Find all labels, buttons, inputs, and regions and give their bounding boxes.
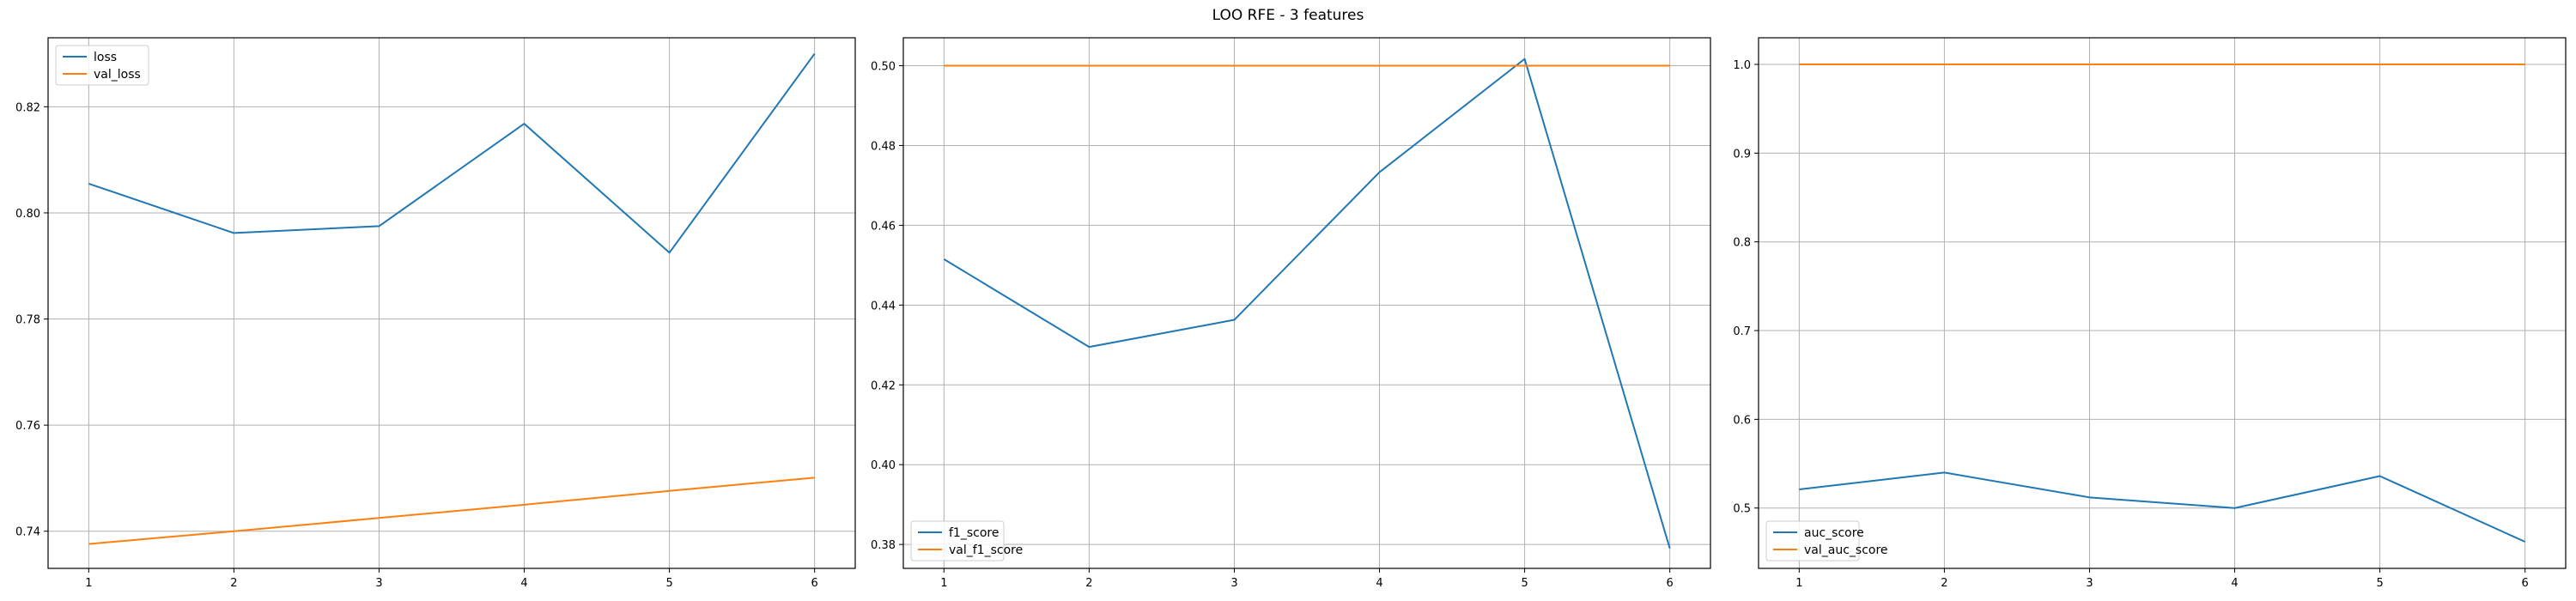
x-tick-label: 6 [2522,577,2529,590]
y-tick-label: 0.78 [15,314,40,327]
y-tick-label: 0.76 [15,420,40,433]
y-tick-label: 0.80 [15,208,40,221]
series-line-val_loss [88,477,815,545]
chart-panel-1: 1 2 3 4 5 6 0.74 0.76 0.78 0.80 0.82 loss val_loss [15,37,856,590]
y-tick-label: 0.46 [871,220,896,233]
x-tick-label: 2 [230,577,237,590]
figure-title: LOO RFE - 3 features [1212,7,1364,24]
plot-frame [1758,37,2567,569]
y-tick-label: 1.0 [1733,59,1751,72]
y-tick-label: 0.40 [871,459,896,472]
series-line-loss [88,52,816,254]
y-tick-label: 0.9 [1733,148,1751,161]
legend-label-loss: loss [94,51,117,64]
y-tick-label: 0.82 [15,101,40,114]
x-tick-label: 5 [2376,577,2383,590]
x-tick-label: 5 [1521,577,1528,590]
chart-panel-3: 1 2 3 4 5 6 0.5 0.6 0.7 0.8 0.9 1.0 auc_score val_auc… [1733,37,2567,590]
plot-frame [902,37,1711,569]
x-tick-label: 2 [1085,577,1092,590]
x-tick-label: 3 [1230,577,1237,590]
x-tick-label: 3 [375,577,382,590]
y-tick-label: 0.38 [871,539,896,552]
x-tick-label: 3 [2086,577,2093,590]
legend-box [1765,520,1860,562]
x-tick-label: 1 [940,577,947,590]
legend-box [910,520,1005,562]
y-tick-label: 0.5 [1733,503,1751,516]
y-tick-label: 0.42 [871,379,896,392]
x-tick-label: 5 [665,577,672,590]
x-tick-label: 6 [811,577,818,590]
legend-label-val_loss: val_loss [94,68,141,82]
series-line-f1_score [943,58,1671,549]
chart-panel-2: 1 2 3 4 5 6 0.38 0.40 0.42 0.44 0.46 0.48 0.50 f1_sco… [871,37,1711,590]
x-tick-label: 6 [1667,577,1674,590]
y-tick-label: 0.8 [1733,237,1751,250]
legend-label-auc_score: auc_score [1804,526,1864,540]
x-tick-label: 1 [85,577,92,590]
legend-box [55,45,149,86]
y-tick-label: 0.7 [1733,325,1751,338]
x-tick-label: 4 [2231,577,2238,590]
x-tick-label: 4 [1376,577,1382,590]
plot-frame [47,37,856,569]
legend-label-f1_score: f1_score [949,526,999,540]
x-tick-label: 2 [1941,577,1947,590]
y-tick-label: 0.6 [1733,414,1751,427]
x-tick-label: 4 [520,577,527,590]
y-tick-label: 0.74 [15,526,40,539]
y-tick-label: 0.48 [871,140,896,153]
x-tick-label: 1 [1795,577,1802,590]
y-tick-label: 0.44 [871,300,896,313]
legend-label-val_f1_score: val_f1_score [949,543,1023,557]
y-tick-label: 0.50 [871,61,896,74]
series-line-auc_score [1799,471,2526,543]
legend-label-val_auc_score: val_auc_score [1804,543,1888,557]
